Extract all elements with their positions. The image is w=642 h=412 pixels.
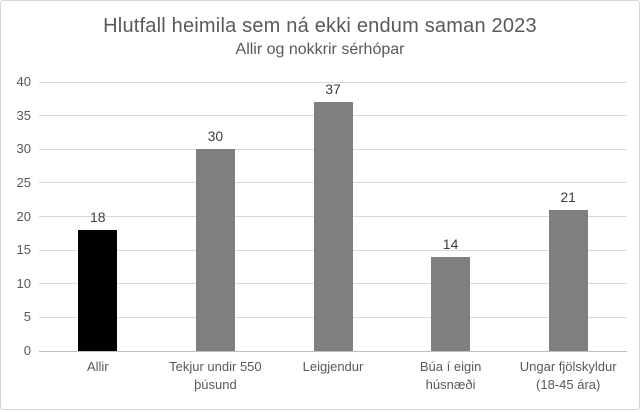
gridline [39,81,627,83]
y-tick-label: 20 [16,208,31,224]
y-tick-label: 10 [16,275,31,291]
y-tick-label: 25 [16,174,31,190]
y-tick-label: 30 [16,141,31,157]
chart-title: Hlutfall heimila sem ná ekki endum saman… [103,15,537,37]
chart-subtitle: Allir og nokkrir sérhópar [235,41,405,58]
category-label: Ungar fjölskyldur (18-45 ára) [519,359,617,393]
bar-tekjur-undir-550-sund [195,149,235,351]
y-tick-label: 35 [16,107,31,123]
data-label: 14 [442,235,459,252]
y-tick-label: 15 [16,242,31,258]
category-label: Allir [86,359,109,374]
bar-ungar-fj-lskyldur-18-45-ra- [548,209,588,351]
category-label: Leigjendur [302,359,364,374]
data-label: 37 [325,81,341,98]
data-label: 21 [560,188,576,205]
y-tick-label: 5 [23,309,31,325]
data-label: 30 [207,128,224,145]
x-axis-line [39,350,627,352]
bar-b-a-eigin-h-sn-i [431,256,471,351]
data-label: 18 [90,208,106,225]
bar-leigjendur [313,102,353,351]
y-tick-label: 0 [23,343,31,358]
plot-area: 0 5 10 15 20 25 30 35 40 18 Allir 30 Tekjur undir 55… [17,74,627,392]
category-label: Búa í eigin húsnæði [419,359,482,393]
bar-allir [78,229,118,351]
category-label: Tekjur undir 550 þúsund [169,359,262,393]
y-tick-label: 40 [16,74,31,89]
